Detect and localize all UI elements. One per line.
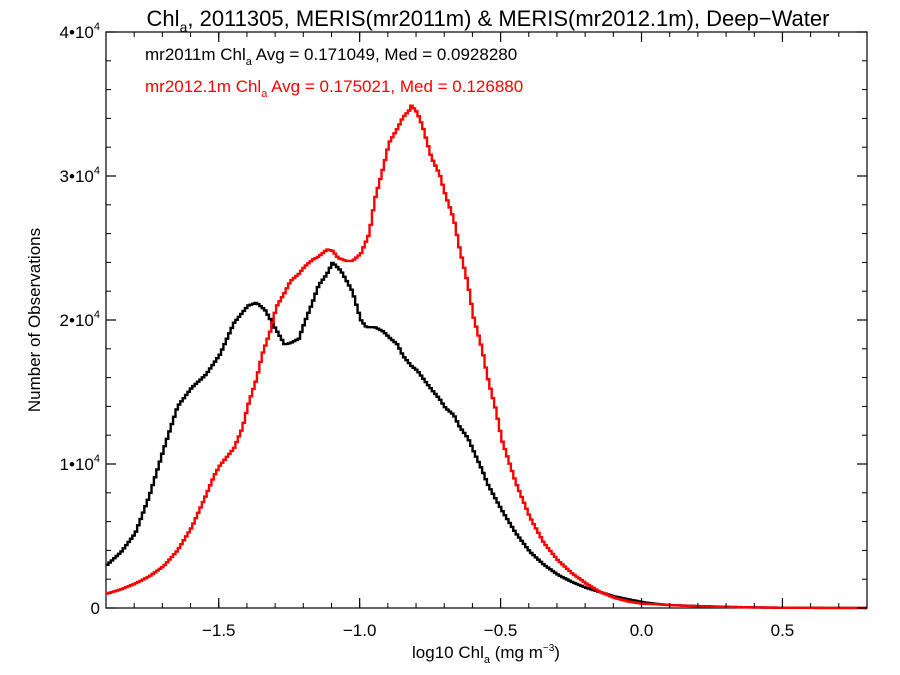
legend-entry-mr2012-1m-pre: mr2012.1m Chl: [145, 77, 261, 96]
legend-entry-mr2012-1m: mr2012.1m Chla Avg = 0.175021, Med = 0.1…: [145, 77, 523, 100]
y-axis-ticks: 0 1•104 2•104 3•104 4•104: [60, 21, 867, 618]
chart-title-pre: Chl: [147, 6, 180, 31]
legend-entry-mr2011m-sub: a: [246, 56, 253, 68]
series-line-mr2012-1m: [106, 104, 867, 610]
y-axis-label: Number of Observations: [25, 228, 44, 412]
y-tick-label: 4•104: [60, 21, 100, 42]
y-tick-label: 3•104: [60, 165, 100, 186]
x-axis-label: log10 Chla (mg m−3): [412, 643, 560, 666]
x-tick-label: 0.0: [630, 621, 654, 640]
x-axis-label-sub: a: [484, 654, 491, 666]
chart-title: Chla, 2011305, MERIS(mr2011m) & MERIS(mr…: [147, 6, 830, 35]
legend-entry-mr2012-1m-sub: a: [261, 88, 268, 100]
x-axis-label-end: ): [554, 643, 560, 662]
x-tick-label: −1.0: [343, 621, 377, 640]
legend-entry-mr2011m-pre: mr2011m Chl: [145, 45, 246, 64]
x-tick-label: −1.5: [202, 621, 236, 640]
x-axis-label-post: (mg m: [490, 643, 543, 662]
x-axis-label-pre: log10 Chl: [412, 643, 484, 662]
legend-entry-mr2011m-post: Avg = 0.171049, Med = 0.0928280: [252, 45, 517, 64]
y-tick-label: 2•104: [60, 309, 100, 330]
plot-frame: [105, 31, 868, 609]
x-axis-ticks: −1.5 −1.0 −0.5 0.0 0.5: [105, 32, 868, 640]
y-tick-label: 1•104: [60, 453, 100, 474]
chart-title-sub: a: [180, 19, 188, 35]
series-line-mr2011m: [106, 261, 867, 610]
x-tick-label: −0.5: [484, 621, 518, 640]
legend-entry-mr2011m: mr2011m Chla Avg = 0.171049, Med = 0.092…: [145, 45, 517, 68]
series-layer: [106, 104, 867, 610]
x-tick-label: 0.5: [771, 621, 795, 640]
y-tick-label: 0: [91, 599, 100, 618]
chart-title-post: , 2011305, MERIS(mr2011m) & MERIS(mr2012…: [187, 6, 829, 31]
x-axis-label-sup: −3: [543, 643, 555, 654]
legend-entry-mr2012-1m-post: Avg = 0.175021, Med = 0.126880: [267, 77, 523, 96]
